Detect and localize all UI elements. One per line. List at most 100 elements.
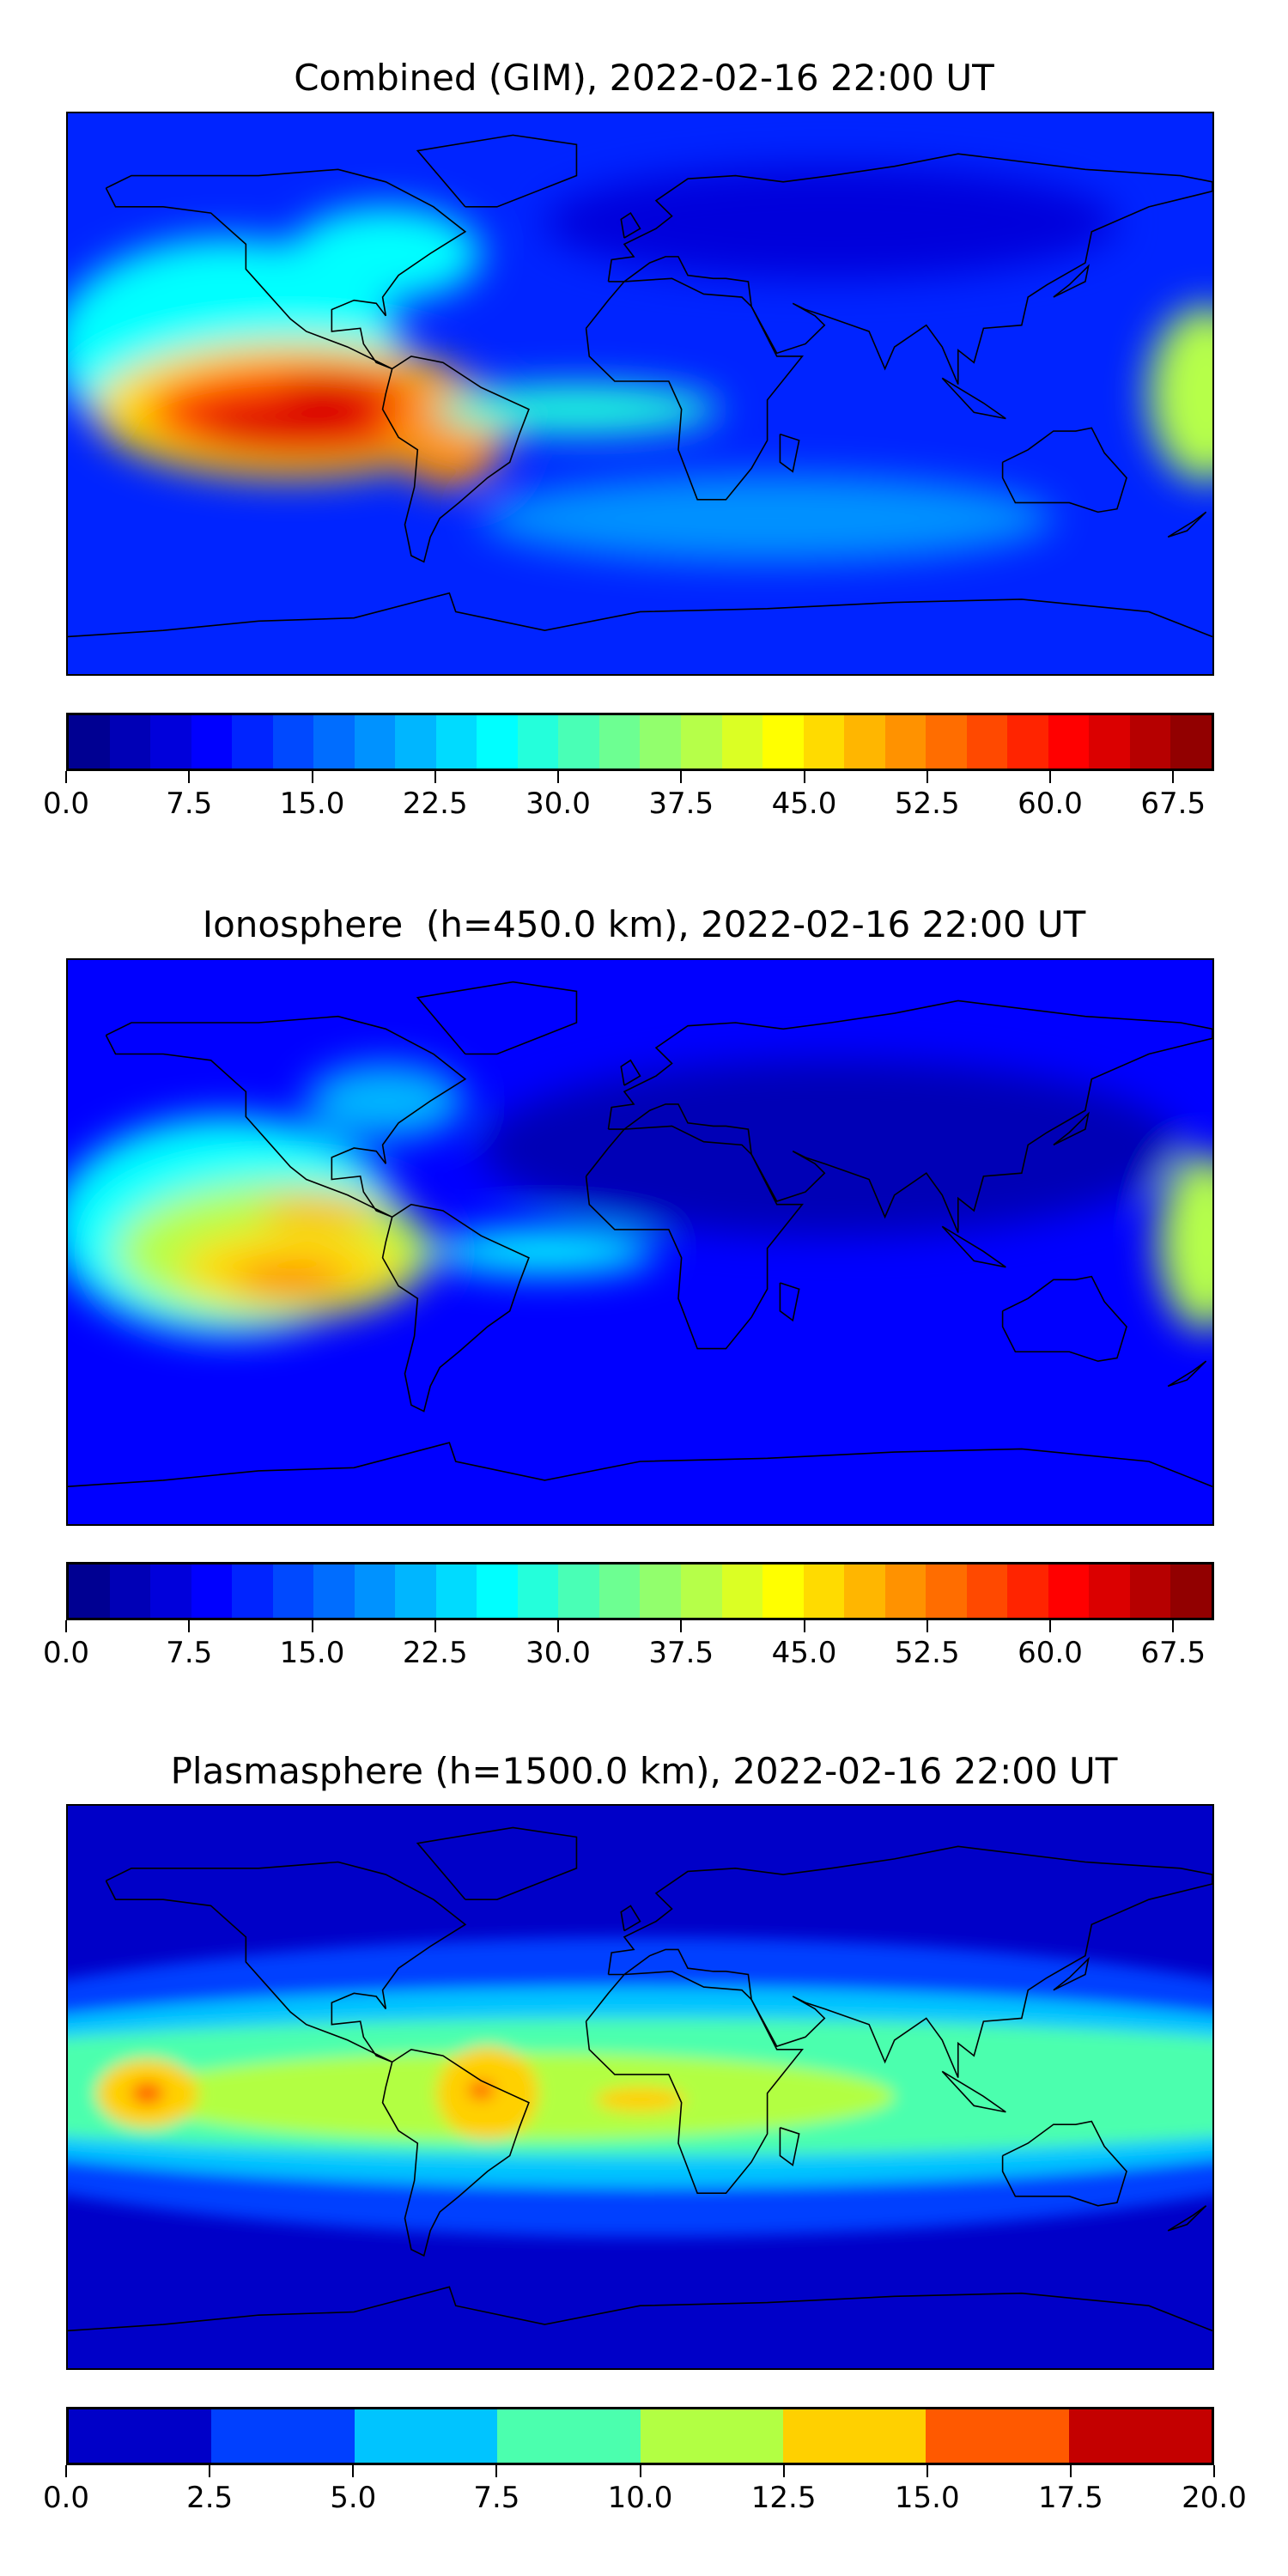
colorbar-segment	[884, 715, 927, 769]
colorbar-segment	[884, 1564, 927, 1618]
coastline	[608, 154, 1212, 384]
colorbar-segment	[109, 1564, 151, 1618]
colorbar-segment	[354, 1564, 396, 1618]
colorbar-tick-label: 15.0	[279, 1636, 345, 1670]
coastline	[608, 1000, 1212, 1232]
map-ionosphere	[66, 958, 1214, 1526]
colorbar-segment	[558, 715, 599, 769]
map-combined	[66, 112, 1214, 676]
contour-region	[290, 206, 482, 301]
colorbar-tick-mark	[1172, 771, 1175, 783]
colorbar-tick-label: 60.0	[1018, 787, 1083, 821]
colorbar-tick-mark	[65, 771, 67, 783]
colorbar-segment	[803, 715, 845, 769]
colorbar-tick-label: 17.5	[1038, 2481, 1103, 2515]
colorbar-segment	[232, 715, 273, 769]
colorbar-segment	[640, 715, 681, 769]
colorbar-segment	[477, 715, 518, 769]
colorbar-tick-mark	[1172, 1620, 1175, 1632]
contour-region	[468, 2081, 495, 2100]
colorbar-segment	[150, 715, 191, 769]
colorbar-segment	[150, 1564, 191, 1618]
colorbar-tick-label: 30.0	[526, 1636, 591, 1670]
colorbar-segment	[1068, 2409, 1212, 2463]
colorbar-tick-mark	[926, 771, 928, 783]
colorbar-segment	[69, 2409, 212, 2463]
colorbar-tick-mark	[495, 2465, 498, 2477]
colorbar-tick-label: 0.0	[42, 787, 90, 821]
colorbar-segment	[1007, 1564, 1048, 1618]
coastline	[586, 278, 803, 500]
contour-region	[281, 372, 396, 404]
colorbar-segment	[1048, 715, 1090, 769]
colorbar-tick-label: 45.0	[771, 1636, 837, 1670]
colorbar-tick-mark	[680, 1620, 683, 1632]
colorbar-segment	[1129, 1564, 1171, 1618]
coastline	[586, 1971, 803, 2193]
colorbar-segment	[640, 1564, 681, 1618]
colorbar-tick-mark	[926, 2465, 928, 2477]
colorbar-segment	[680, 715, 722, 769]
coastline	[942, 2071, 1005, 2111]
colorbar-segment	[435, 1564, 477, 1618]
colorbar-segment	[1089, 715, 1130, 769]
colorbar-segment	[435, 715, 477, 769]
contour-region	[179, 1229, 402, 1305]
colorbar-tick-mark	[557, 771, 559, 783]
colorbar-segment	[191, 715, 233, 769]
colorbar-segment	[680, 1564, 722, 1618]
coastline	[417, 135, 576, 206]
colorbar-segment	[844, 715, 885, 769]
coastline	[621, 1905, 640, 1930]
colorbar-ticks-combined: 0.0 7.5 15.0 22.5 30.0 37.5 45.0 52.5 60.0 67.5	[43, 771, 1214, 831]
colorbar-segment	[598, 715, 641, 769]
coastline	[106, 1862, 465, 2063]
colorbar-segment	[762, 715, 804, 769]
colorbar-tick-label: 22.5	[402, 787, 468, 821]
coastline	[1054, 266, 1089, 297]
coastline	[621, 213, 640, 238]
colorbar-tick-label: 15.0	[279, 787, 345, 821]
panel-title-ionosphere: Ionosphere (h=450.0 km), 2022-02-16 22:0…	[202, 903, 1086, 945]
colorbar-tick-mark	[188, 1620, 191, 1632]
colorbar-tick-label: 12.5	[750, 2481, 817, 2515]
coastline	[1054, 1959, 1089, 1990]
colorbar-segment	[558, 1564, 599, 1618]
coastline	[383, 356, 529, 562]
coastline	[68, 2287, 1212, 2330]
contour-region	[1158, 1154, 1212, 1330]
contour-region	[433, 1229, 657, 1273]
colorbar-tick-label: 0.0	[42, 2481, 90, 2515]
colorbar-tick-label: 37.5	[648, 1636, 714, 1670]
colorbar-tick-mark	[65, 1620, 67, 1632]
coastline	[1003, 428, 1127, 512]
colorbar-segment	[721, 1564, 763, 1618]
coastline	[942, 378, 1005, 418]
colorbar-segment	[1170, 1564, 1212, 1618]
coastline	[68, 1443, 1212, 1486]
coastline	[383, 1205, 529, 1412]
colorbar-segment	[517, 1564, 559, 1618]
coastline	[1168, 2206, 1206, 2231]
colorbar-tick-mark	[1069, 2465, 1072, 2477]
colorbar-tick-mark	[352, 2465, 355, 2477]
colorbar-segment	[497, 2409, 641, 2463]
coastline	[942, 1226, 1005, 1267]
colorbar-tick-label: 20.0	[1182, 2481, 1247, 2515]
colorbar-ionosphere	[66, 1562, 1214, 1620]
colorbar-segment	[844, 1564, 885, 1618]
colorbar-tick-label: 67.5	[1140, 1636, 1206, 1670]
contour-region	[233, 1267, 348, 1292]
colorbar-segment	[272, 715, 314, 769]
colorbar-segment	[517, 715, 559, 769]
colorbar-segment	[69, 1564, 110, 1618]
contour-region	[544, 166, 1117, 279]
colorbar-tick-label: 67.5	[1140, 787, 1206, 821]
colorbar-tick-mark	[680, 771, 683, 783]
colorbar-segment	[395, 715, 436, 769]
colorbar-segment	[354, 715, 396, 769]
contour-region	[195, 399, 386, 450]
colorbar-tick-label: 45.0	[771, 787, 837, 821]
contour-region	[481, 474, 1054, 562]
coastline	[1003, 2122, 1127, 2206]
